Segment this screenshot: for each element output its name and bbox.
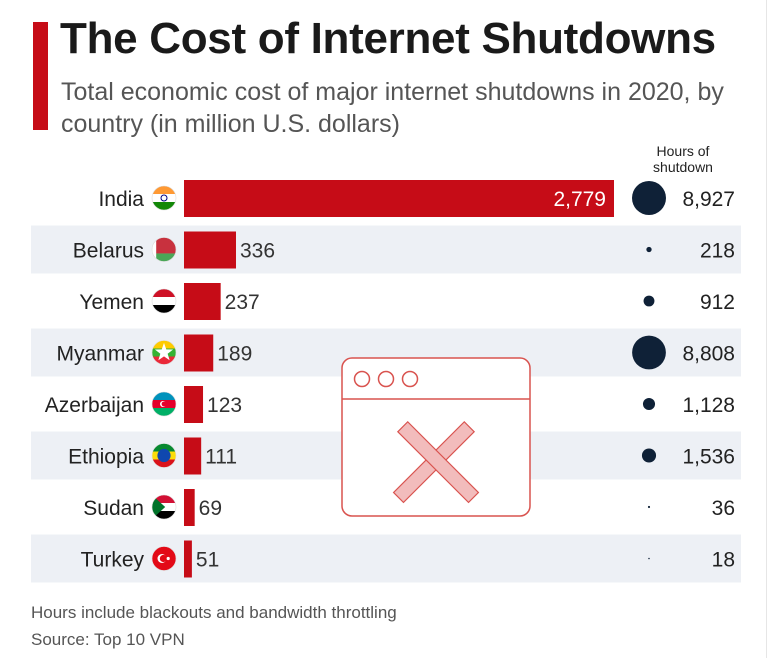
bar-value-label: 189 — [217, 343, 252, 366]
category-label: Ethiopia — [68, 446, 144, 469]
flag-stripe — [152, 253, 176, 262]
row-band — [31, 225, 741, 274]
flag-stripe — [152, 495, 176, 503]
category-label: Sudan — [83, 497, 144, 520]
flag-stripe — [152, 305, 176, 313]
hours-bubble — [647, 505, 651, 509]
hours-value-label: 1,128 — [682, 394, 735, 417]
bar-value-label: 111 — [205, 446, 237, 469]
bar-value-label: 123 — [207, 394, 242, 417]
flag-outline — [151, 185, 177, 211]
bar — [184, 386, 204, 423]
flag-stripe — [152, 356, 176, 365]
hours-value-label: 18 — [712, 549, 735, 572]
row-band — [31, 534, 741, 583]
broken-image-icon — [341, 357, 531, 517]
category-label: Belarus — [73, 240, 144, 263]
hours-value-label: 912 — [700, 291, 735, 314]
flag-stripe — [152, 511, 176, 519]
hours-column-header: Hours of shutdown — [636, 143, 730, 175]
flag-stripe — [152, 392, 176, 400]
flag-belarus-icon — [152, 237, 176, 262]
category-label: Azerbaijan — [45, 394, 144, 417]
bar — [184, 540, 192, 578]
bar — [184, 437, 202, 475]
hours-bubble — [648, 557, 650, 560]
chart-title: The Cost of Internet Shutdowns — [60, 14, 716, 63]
flag-star — [166, 556, 170, 561]
flag-outline — [151, 546, 177, 571]
flag-chakra — [160, 194, 168, 202]
flag-outline — [151, 288, 177, 314]
bar-value-label: 336 — [240, 240, 275, 263]
flag-turkey-icon — [152, 546, 176, 571]
flag-stripe — [152, 459, 176, 468]
flag-stripe — [152, 186, 176, 194]
flag-stripe — [152, 289, 176, 297]
flag-crescent-cut — [159, 554, 167, 563]
bar — [184, 180, 614, 217]
hours-bubble — [632, 181, 666, 215]
chart-source: Source: Top 10 VPN — [31, 630, 185, 649]
bar-value-label: 69 — [199, 497, 222, 520]
flag-myanmar-icon — [152, 340, 176, 365]
flag-stripe — [152, 297, 176, 305]
flag-triangle — [152, 495, 166, 519]
category-label: India — [98, 188, 144, 211]
flag-outline — [151, 443, 177, 468]
hours-header-line-2: shutdown — [653, 159, 713, 175]
hours-bubble — [643, 295, 655, 307]
flag-yemen-icon — [152, 289, 176, 313]
hours-value-label: 218 — [700, 240, 735, 263]
flag-outline — [151, 494, 177, 520]
flag-stripe — [152, 237, 176, 254]
flag-emblem — [157, 448, 171, 463]
bar — [184, 334, 214, 372]
page-edge-divider — [766, 0, 767, 658]
hours-bubble — [646, 246, 652, 253]
title-accent-bar — [33, 22, 48, 130]
flag-stripe — [152, 202, 176, 210]
bar-value-label: 237 — [225, 291, 260, 314]
chart-footnote: Hours include blackouts and bandwidth th… — [31, 603, 397, 622]
bar — [184, 489, 195, 526]
flag-outline — [151, 340, 177, 365]
category-label: Turkey — [81, 549, 145, 572]
flag-ethiopia-icon — [152, 443, 176, 468]
flag-stripe — [152, 194, 176, 202]
bar — [184, 283, 221, 320]
category-label: Myanmar — [56, 343, 144, 366]
hours-bubble — [642, 397, 656, 411]
flag-stripe — [152, 443, 176, 452]
flag-ornament — [152, 237, 157, 262]
flag-india-icon — [152, 186, 176, 210]
bar — [184, 231, 236, 269]
flag-star — [154, 342, 174, 361]
flag-outline — [151, 391, 177, 417]
chart-subtitle: Total economic cost of major internet sh… — [61, 78, 724, 138]
category-label: Yemen — [79, 291, 144, 314]
hours-value-label: 8,927 — [682, 188, 735, 211]
flag-sudan-icon — [152, 495, 176, 519]
bar-value-label: 51 — [196, 549, 219, 572]
bar-value-label: 2,779 — [553, 188, 606, 211]
hours-bubble — [641, 448, 657, 463]
hours-value-label: 36 — [712, 497, 735, 520]
flag-stripe — [152, 408, 176, 416]
flag-azerbaijan-icon — [152, 392, 176, 416]
hours-header-line-1: Hours of — [656, 143, 710, 159]
flag-crescent-cut — [161, 401, 167, 407]
hours-value-label: 8,808 — [682, 343, 735, 366]
hours-value-label: 1,536 — [682, 446, 735, 469]
hours-bubble — [632, 335, 666, 370]
flag-outline — [151, 237, 177, 262]
